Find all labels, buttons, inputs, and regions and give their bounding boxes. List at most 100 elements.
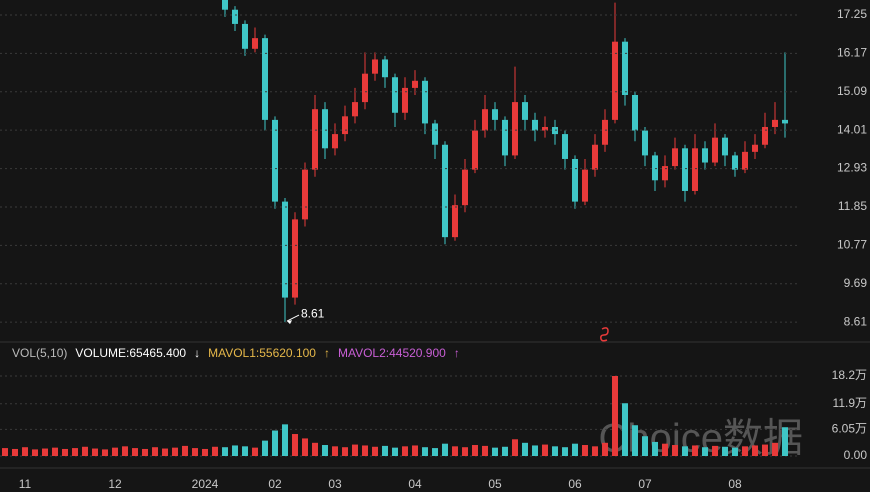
annotation-arrowhead [287, 320, 292, 325]
volume-bar [252, 447, 258, 456]
candle-body [572, 158, 578, 202]
volume-bar [222, 447, 228, 456]
candle-body [762, 126, 768, 145]
volume-bar [592, 446, 598, 456]
volume-bar [582, 445, 588, 456]
volume-bar [692, 445, 698, 456]
x-tick-label: 2024 [192, 477, 219, 491]
volume-tick-label: 11.9万 [833, 396, 867, 410]
candle-body [282, 201, 288, 298]
volume-header: VOLUME:65465.400 [75, 346, 186, 360]
candle-body [382, 59, 388, 78]
volume-bar [292, 434, 298, 456]
candle-body [592, 144, 598, 170]
volume-bar [2, 448, 8, 456]
candle-body [312, 109, 318, 170]
candle-body [752, 144, 758, 152]
volume-bar [462, 447, 468, 456]
volume-bar [442, 443, 448, 456]
candle-body [432, 123, 438, 145]
volume-bar [132, 448, 138, 456]
volume-bar [782, 427, 788, 456]
volume-tick-label: 18.2万 [832, 368, 867, 382]
volume-bar [172, 447, 178, 456]
volume-header: VOL(5,10) [12, 346, 67, 360]
candle-body [412, 80, 418, 88]
candle-body [712, 137, 718, 163]
volume-bar [482, 445, 488, 456]
volume-bar [312, 442, 318, 456]
volume-tick-label: 0.00 [844, 448, 868, 462]
volume-bar [742, 446, 748, 456]
candle-body [492, 109, 498, 120]
volume-bar [72, 448, 78, 456]
volume-header: ↑ [324, 346, 330, 360]
volume-bar [102, 449, 108, 456]
candle-body [292, 219, 298, 298]
y-tick-label: 8.61 [844, 314, 868, 328]
candle-body [622, 41, 628, 95]
candle-body [332, 134, 338, 149]
price-panel [222, 0, 788, 323]
volume-bar [212, 446, 218, 456]
volume-bar [182, 445, 188, 456]
annotation-label: 8.61 [301, 306, 325, 320]
y-tick-label: 15.09 [837, 84, 867, 98]
candle-body [722, 137, 728, 156]
volume-bar [682, 446, 688, 456]
candle-body [442, 144, 448, 238]
volume-bar [512, 439, 518, 456]
volume-bar [342, 447, 348, 456]
y-tick-label: 11.85 [838, 199, 867, 213]
candle-body [522, 102, 528, 120]
candle-body [682, 148, 688, 191]
candle-body [582, 169, 588, 202]
volume-bar [142, 448, 148, 456]
volume-bar [752, 445, 758, 456]
volume-bar [202, 448, 208, 456]
volume-bar [162, 448, 168, 456]
volume-bar [522, 442, 528, 456]
y-tick-label: 17.25 [837, 7, 867, 21]
candle-body [342, 116, 348, 135]
y-tick-label: 10.77 [837, 237, 867, 251]
volume-bar [402, 446, 408, 456]
volume-bar [702, 447, 708, 456]
volume-bar [572, 443, 578, 456]
x-tick-label: 04 [408, 477, 422, 491]
candle-body [242, 23, 248, 49]
volume-bar [382, 445, 388, 456]
candle-body [502, 119, 508, 156]
volume-bar [32, 449, 38, 456]
x-tick-label: 02 [268, 477, 282, 491]
volume-bar [12, 448, 18, 456]
candle-body [392, 77, 398, 113]
volume-bar [492, 447, 498, 456]
volume-bar [542, 444, 548, 456]
volume-bar [112, 447, 118, 456]
event-icon [600, 327, 609, 342]
volume-header: ↓ [194, 346, 200, 360]
x-tick-label: 03 [328, 477, 342, 491]
candle-body [402, 87, 408, 113]
volume-bar [732, 447, 738, 456]
candle-body [262, 38, 268, 120]
candle-body [662, 166, 668, 181]
x-tick-label: 06 [568, 477, 582, 491]
candle-body [532, 119, 538, 131]
volume-header: MAVOL2:44520.900 [338, 346, 446, 360]
candle-body [782, 119, 788, 124]
volume-bar [652, 441, 658, 456]
volume-bar [372, 446, 378, 456]
volume-bar [432, 448, 438, 456]
candle-body [222, 0, 228, 10]
volume-bar [122, 446, 128, 456]
volume-bar [532, 445, 538, 456]
candle-body [642, 130, 648, 156]
x-tick-label: 07 [638, 477, 652, 491]
candle-body [462, 169, 468, 206]
volume-bar [322, 445, 328, 456]
candle-body [322, 109, 328, 149]
y-tick-label: 9.69 [844, 276, 868, 290]
candle-body [422, 80, 428, 124]
